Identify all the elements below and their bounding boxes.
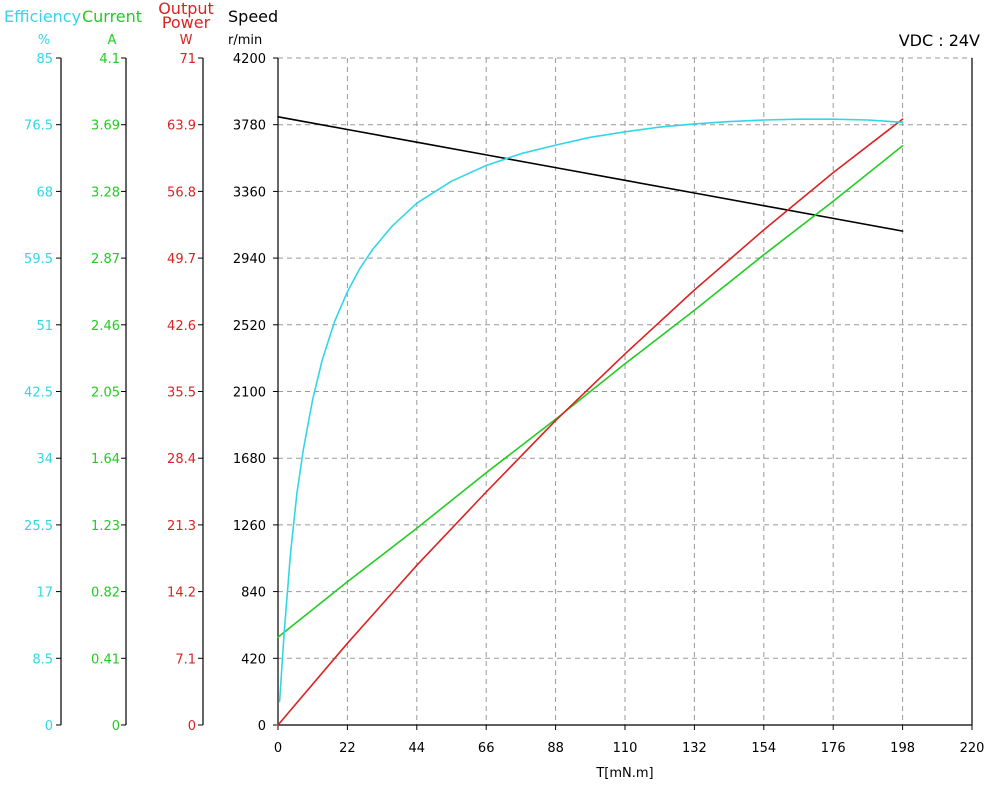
power-tick-label: 56.8 xyxy=(167,185,196,200)
power-axis-title: Power xyxy=(162,13,211,32)
current-tick-label: 4.1 xyxy=(99,52,120,67)
x-tick-label: 176 xyxy=(821,741,846,756)
x-tick-label: 110 xyxy=(613,741,638,756)
speed-tick-label: 3360 xyxy=(233,185,266,200)
power-tick-label: 63.9 xyxy=(167,119,196,134)
current-tick-label: 0 xyxy=(112,719,120,734)
x-tick-label: 44 xyxy=(409,741,426,756)
x-tick-label: 132 xyxy=(682,741,707,756)
current-tick-label: 1.64 xyxy=(91,452,120,467)
speed-tick-label: 2940 xyxy=(233,252,266,267)
x-tick-label: 220 xyxy=(960,741,985,756)
speed-axis-title: Speed xyxy=(228,7,278,26)
speed-tick-label: 2520 xyxy=(233,319,266,334)
axes xyxy=(56,57,973,730)
power-tick-label: 49.7 xyxy=(167,252,196,267)
efficiency-axis-unit: % xyxy=(38,33,50,48)
speed-curve xyxy=(277,116,904,232)
efficiency-tick-label: 68 xyxy=(36,185,53,200)
series xyxy=(277,116,904,726)
power-axis-unit: W xyxy=(180,33,193,48)
labels: 0 22 44 66 88 110 132 154 176 198 220 0 8.5 17 25.5 34 4… xyxy=(4,0,984,756)
power-tick-label: 0 xyxy=(188,719,196,734)
efficiency-tick-label: 25.5 xyxy=(24,519,53,534)
voltage-annotation: VDC : 24V xyxy=(899,31,980,50)
efficiency-tick-label: 59.5 xyxy=(24,252,53,267)
power-curve xyxy=(277,118,904,726)
x-tick-label: 88 xyxy=(547,741,564,756)
speed-tick-label: 840 xyxy=(241,586,266,601)
power-tick-label: 14.2 xyxy=(167,586,196,601)
efficiency-axis-title: Efficiency xyxy=(4,7,81,26)
x-tick-label: 22 xyxy=(339,741,356,756)
current-tick-label: 1.23 xyxy=(91,519,120,534)
efficiency-tick-label: 17 xyxy=(36,586,53,601)
efficiency-tick-label: 76.5 xyxy=(24,119,53,134)
current-tick-label: 0.82 xyxy=(91,586,120,601)
power-tick-label: 42.6 xyxy=(167,319,196,334)
speed-tick-label: 0 xyxy=(258,719,266,734)
efficiency-curve xyxy=(278,118,904,703)
speed-tick-label: 2100 xyxy=(233,386,266,401)
speed-tick-label: 1680 xyxy=(233,452,266,467)
current-tick-label: 2.46 xyxy=(91,319,120,334)
efficiency-tick-label: 51 xyxy=(36,319,53,334)
x-tick-label: 154 xyxy=(751,741,776,756)
x-tick-label: 198 xyxy=(890,741,915,756)
current-curve xyxy=(277,145,904,639)
x-tick-label: 66 xyxy=(478,741,495,756)
power-tick-label: 7.1 xyxy=(175,652,196,667)
speed-tick-label: 3780 xyxy=(233,119,266,134)
efficiency-tick-label: 34 xyxy=(36,452,53,467)
efficiency-tick-label: 0 xyxy=(45,719,53,734)
efficiency-tick-label: 42.5 xyxy=(24,386,53,401)
speed-tick-label: 420 xyxy=(241,652,266,667)
current-tick-label: 3.69 xyxy=(91,119,120,134)
x-tick-label: 0 xyxy=(274,741,282,756)
current-tick-label: 3.28 xyxy=(91,185,120,200)
current-tick-label: 0.41 xyxy=(91,652,120,667)
power-tick-label: 71 xyxy=(179,52,196,67)
speed-axis-unit: r/min xyxy=(228,33,262,48)
power-tick-label: 35.5 xyxy=(167,386,196,401)
speed-tick-label: 4200 xyxy=(233,52,266,67)
power-axis-title: Output xyxy=(158,0,214,18)
efficiency-tick-label: 85 xyxy=(36,52,53,67)
current-tick-label: 2.05 xyxy=(91,386,120,401)
current-axis-title: Current xyxy=(82,7,142,26)
power-tick-label: 28.4 xyxy=(167,452,196,467)
speed-tick-label: 1260 xyxy=(233,519,266,534)
power-tick-label: 21.3 xyxy=(167,519,196,534)
current-axis-unit: A xyxy=(108,33,117,48)
grid xyxy=(278,57,973,725)
current-tick-label: 2.87 xyxy=(91,252,120,267)
x-axis-label: T[mN.m] xyxy=(595,766,653,781)
efficiency-tick-label: 8.5 xyxy=(32,652,53,667)
